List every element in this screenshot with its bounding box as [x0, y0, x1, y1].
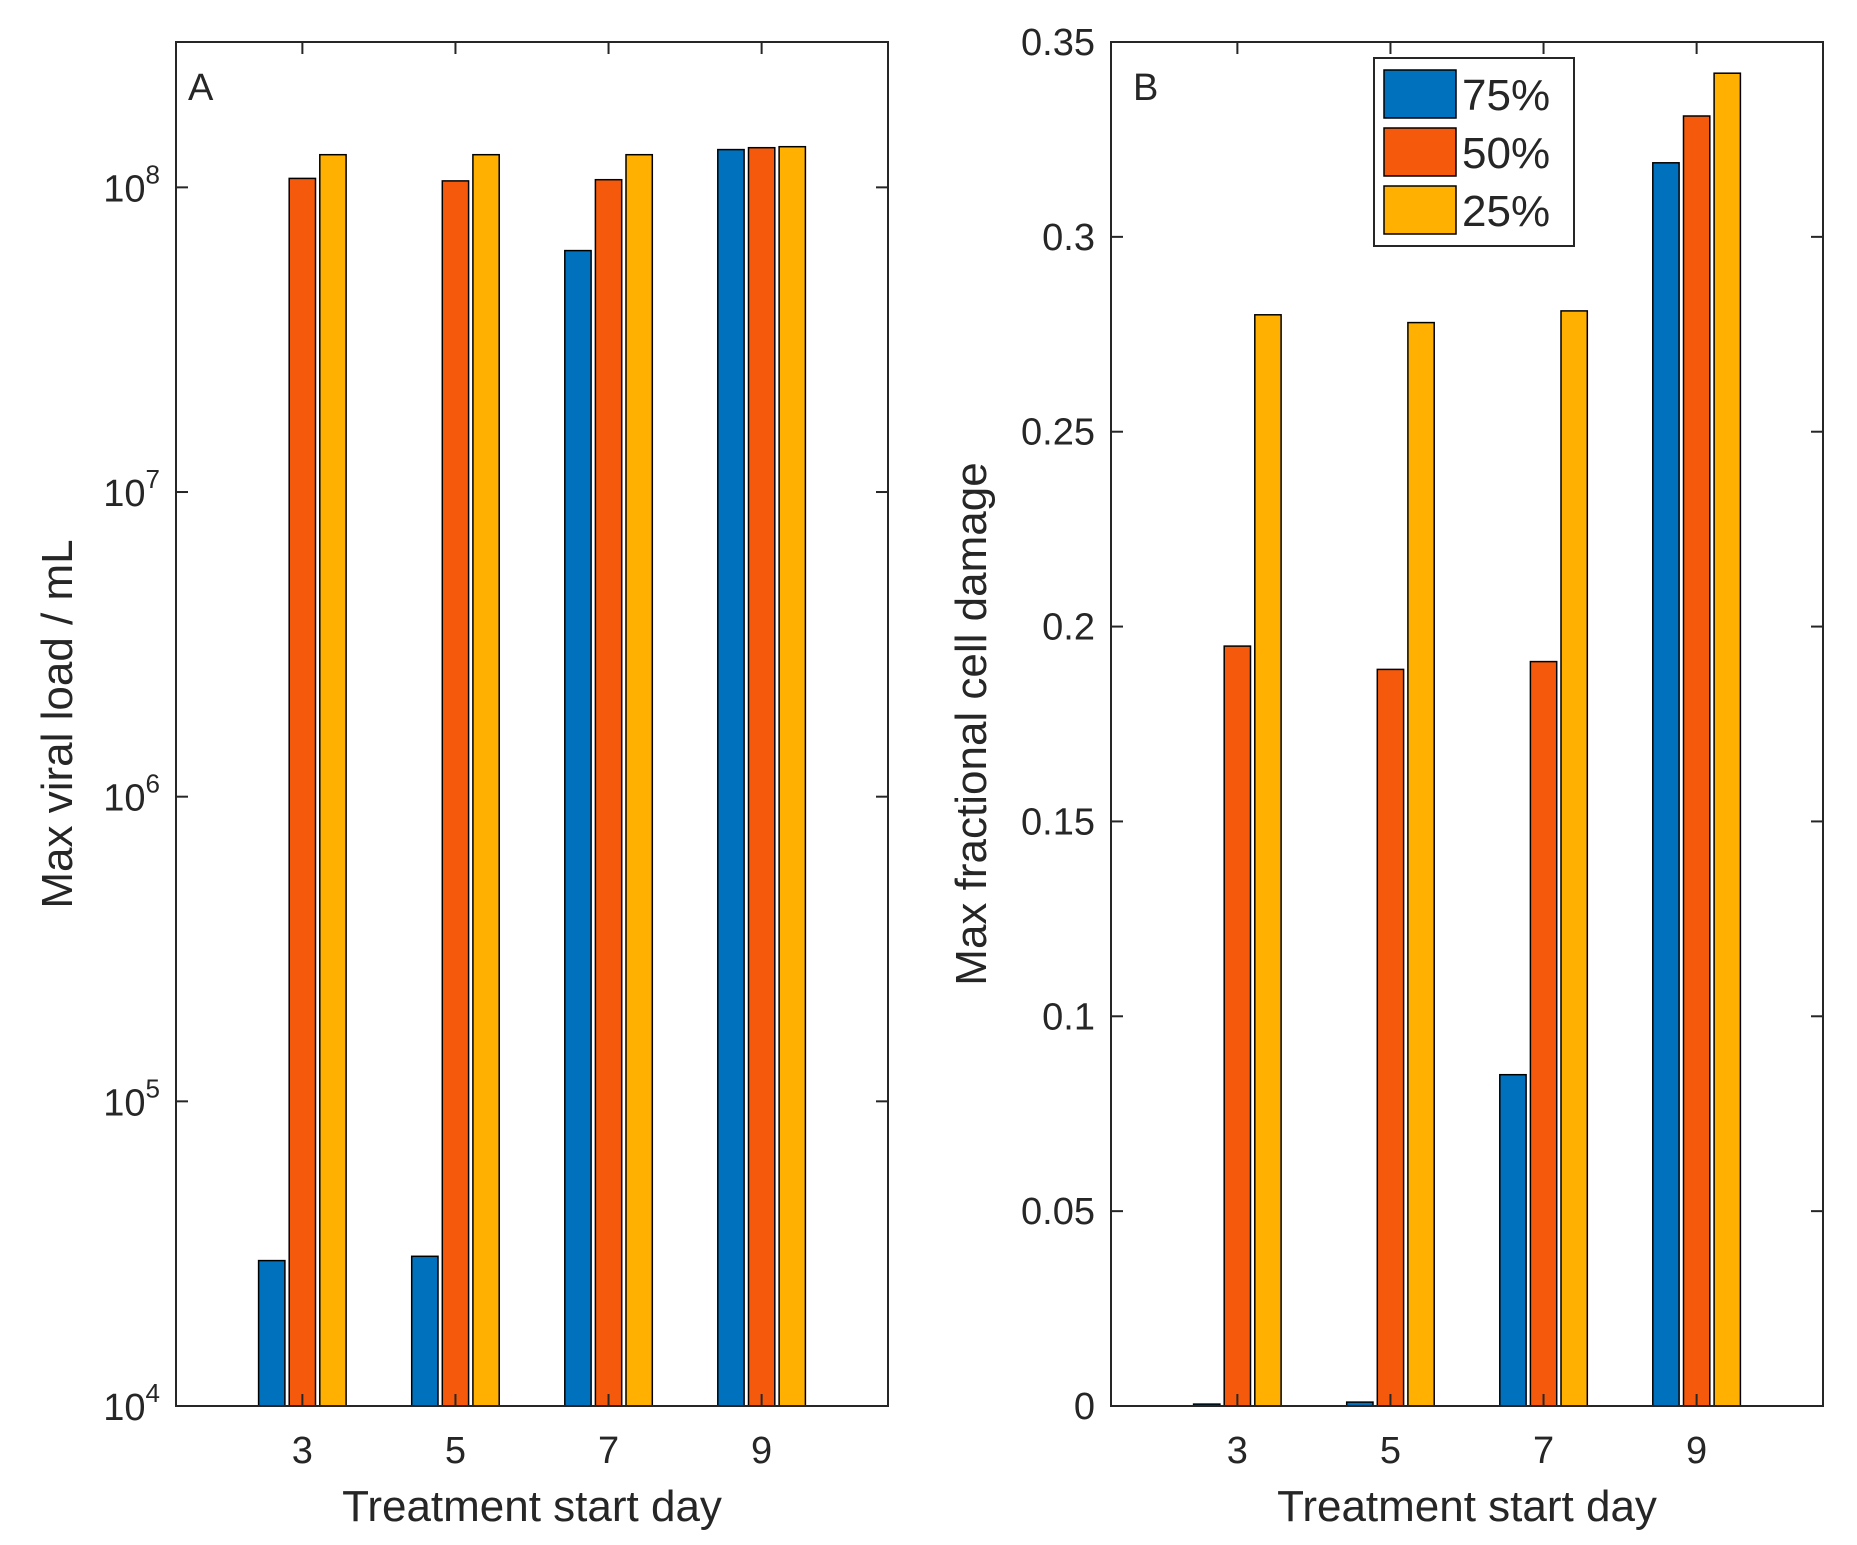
y-axis-label: Max fractional cell damage: [947, 462, 996, 985]
y-tick-exponent: 6: [146, 769, 160, 799]
x-tick-label: 9: [1686, 1430, 1707, 1472]
y-tick-label: 0.15: [1021, 801, 1095, 843]
y-tick-label: 0: [1074, 1386, 1095, 1428]
bar-50pct-day-9: [747, 146, 776, 1407]
x-axis-label: Treatment start day: [1277, 1482, 1657, 1531]
bar-50pct-day-5: [1376, 668, 1405, 1407]
panel-letter: B: [1133, 67, 1158, 109]
bar-50pct-day-9: [1682, 115, 1711, 1407]
y-tick-base: 10: [103, 778, 145, 820]
y-tick-label: 0.05: [1021, 1191, 1095, 1233]
y-axis-label: Max viral load / mL: [33, 539, 82, 908]
legend-swatch-25pct: [1383, 185, 1457, 235]
y-tick-label: 0.2: [1042, 607, 1095, 649]
bar-75pct-day-7: [564, 249, 592, 1407]
legend-label: 50%: [1462, 129, 1550, 178]
bar-50pct-day-7: [594, 178, 623, 1407]
legend-label: 75%: [1462, 71, 1550, 120]
y-tick-exponent: 4: [146, 1378, 160, 1408]
y-tick-label: 108: [103, 159, 160, 210]
x-tick-label: 7: [1533, 1430, 1554, 1472]
bar-75pct-day-9: [1652, 162, 1680, 1407]
y-tick-base: 10: [103, 473, 145, 515]
y-tick-label: 107: [103, 464, 160, 515]
bar-25pct-day-9: [778, 145, 807, 1407]
y-tick-label: 104: [103, 1378, 160, 1429]
bar-25pct-day-9: [1713, 72, 1742, 1407]
axes-frame: [1110, 41, 1824, 1407]
y-tick-exponent: 5: [146, 1073, 160, 1103]
bar-50pct-day-3: [288, 177, 317, 1407]
x-tick-label: 3: [1227, 1430, 1248, 1472]
bar-25pct-day-5: [1407, 321, 1435, 1407]
x-axis-label: Treatment start day: [342, 1482, 722, 1531]
bar-75pct-day-3: [257, 1259, 286, 1407]
x-tick-label: 3: [292, 1430, 313, 1472]
legend-swatch-50pct: [1383, 127, 1457, 177]
y-tick-exponent: 7: [146, 464, 160, 494]
x-tick-label: 5: [1380, 1430, 1401, 1472]
x-tick-label: 7: [598, 1430, 619, 1472]
y-tick-base: 10: [103, 1387, 145, 1429]
bar-75pct-day-9: [717, 148, 745, 1407]
y-tick-label: 0.3: [1042, 217, 1095, 259]
panel-letter: A: [188, 67, 214, 109]
legend: 75% 50% 25%: [1373, 57, 1575, 247]
bar-75pct-day-7: [1499, 1073, 1527, 1407]
y-tick-label: 105: [103, 1073, 160, 1124]
bar-25pct-day-3: [1254, 314, 1282, 1407]
legend-label: 25%: [1462, 187, 1550, 236]
bar-25pct-day-5: [472, 153, 500, 1407]
legend-swatch-75pct: [1383, 69, 1457, 119]
bar-75pct-day-5: [410, 1255, 439, 1407]
bar-25pct-day-7: [1560, 310, 1589, 1407]
y-tick-base: 10: [103, 168, 145, 210]
y-tick-label: 0.35: [1021, 22, 1095, 64]
axes-frame: [175, 41, 889, 1407]
bar-50pct-day-3: [1223, 645, 1252, 1407]
y-tick-exponent: 8: [146, 159, 160, 189]
y-tick-label: 0.1: [1042, 996, 1095, 1038]
y-tick-label: 106: [103, 769, 160, 820]
y-tick-base: 10: [103, 1082, 145, 1124]
bar-25pct-day-7: [625, 153, 654, 1407]
y-tick-label: 0.25: [1021, 412, 1095, 454]
x-tick-label: 9: [751, 1430, 772, 1472]
panel-b-chart: 3 5 7 9 0 0.05 0.1 0.15 0.2 0.25 0.3 0.35 Treatment …: [947, 22, 1824, 1531]
bar-50pct-day-7: [1529, 660, 1558, 1407]
x-tick-label: 5: [445, 1430, 466, 1472]
bar-50pct-day-5: [441, 180, 470, 1407]
bar-25pct-day-3: [319, 153, 347, 1407]
